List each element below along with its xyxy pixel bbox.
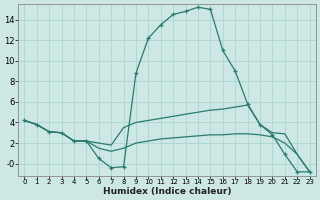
X-axis label: Humidex (Indice chaleur): Humidex (Indice chaleur) <box>103 187 231 196</box>
